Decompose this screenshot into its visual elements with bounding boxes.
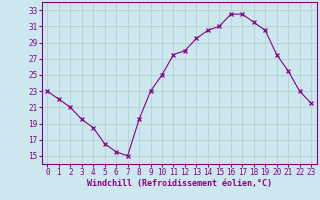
X-axis label: Windchill (Refroidissement éolien,°C): Windchill (Refroidissement éolien,°C) xyxy=(87,179,272,188)
